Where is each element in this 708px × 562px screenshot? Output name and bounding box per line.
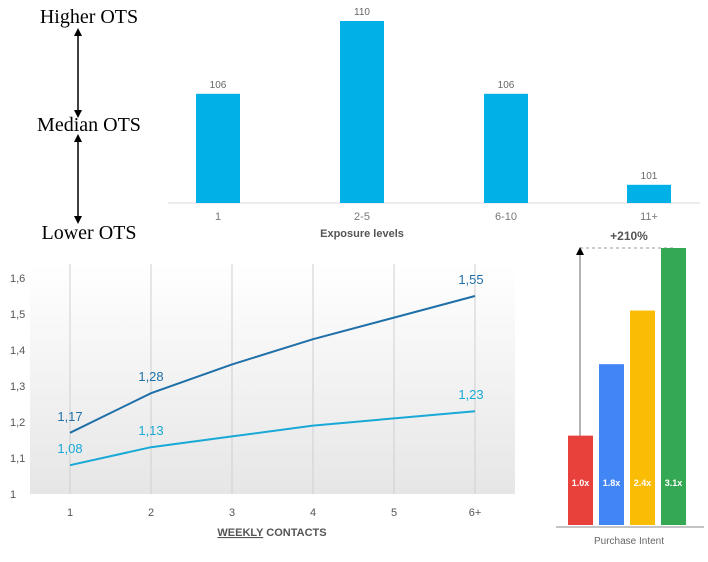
- median-ots-label: Median OTS: [37, 114, 141, 136]
- intent-bar-label: 1.8x: [603, 478, 621, 488]
- y-axis-ticks: 1 1,1 1,2 1,3 1,4 1,5 1,6: [10, 273, 25, 501]
- weekly-contacts-line-chart: 1 1,1 1,2 1,3 1,4 1,5 1,6 1 2 3 4 5 6+ 1,17 1,28 1,55…: [10, 264, 515, 539]
- x-tick-label: 4: [310, 507, 316, 519]
- series-line-2: [69, 410, 476, 467]
- x-tick-label: 2: [148, 507, 154, 519]
- lift-annotation: +210%: [610, 229, 648, 243]
- point-labels: 1,17 1,28 1,55 1,08 1,13 1,23: [57, 272, 483, 456]
- vertical-gridlines: [69, 264, 476, 494]
- x-tick-label: 5: [391, 507, 397, 519]
- y-tick-label: 1,3: [10, 381, 25, 393]
- axis-label-underlined-part: WEEKLY: [217, 527, 264, 539]
- y-tick-label: 1,6: [10, 273, 25, 285]
- series-line-1: [69, 295, 476, 434]
- intent-bar: [630, 310, 655, 525]
- point-label: 1,08: [57, 441, 82, 456]
- bar-value-label: 101: [641, 171, 658, 182]
- y-tick-label: 1: [10, 489, 16, 501]
- line-chart-plot-area: [30, 264, 515, 494]
- purchase-intent-axis-label: Purchase Intent: [594, 536, 664, 547]
- bar-value-label: 106: [498, 80, 515, 91]
- x-axis-ticks: 1 2 3 4 5 6+: [67, 507, 481, 519]
- intent-bar: [568, 435, 593, 525]
- y-tick-label: 1,2: [10, 417, 25, 429]
- bar-value-label: 106: [210, 80, 227, 91]
- bar: [484, 93, 528, 203]
- intent-bar-label: 2.4x: [634, 478, 652, 488]
- intent-bar: [599, 364, 624, 525]
- bar: [340, 21, 384, 203]
- bar-value-label: 110: [354, 7, 370, 18]
- x-tick-label: 1: [67, 507, 73, 519]
- x-tick-label: 6+: [469, 507, 482, 519]
- point-label: 1,13: [138, 423, 163, 438]
- x-tick-label: 3: [229, 507, 235, 519]
- x-tick-label: 6-10: [495, 211, 517, 223]
- exposure-axis-label: Exposure levels: [320, 228, 404, 240]
- y-tick-label: 1,1: [10, 453, 25, 465]
- lower-ots-label: Lower OTS: [42, 222, 137, 244]
- bar: [627, 184, 671, 203]
- intent-bar: [661, 248, 686, 525]
- intent-bar-label: 1.0x: [572, 478, 590, 488]
- ots-bar-chart: Higher OTS Median OTS Lower OTS 106 1 110 2…: [37, 6, 700, 244]
- x-tick-label: 11+: [640, 211, 658, 223]
- purchase-intent-chart: +210% 1.0x 1.8x 2.4x 3.1x Purchase Intent: [556, 229, 704, 547]
- point-label: 1,55: [458, 272, 483, 287]
- intent-bar-label: 3.1x: [665, 478, 683, 488]
- line-series: [69, 295, 476, 467]
- x-tick-label: 2-5: [354, 211, 370, 223]
- point-label: 1,17: [57, 409, 82, 424]
- y-tick-label: 1,5: [10, 309, 25, 321]
- x-tick-label: 1: [215, 211, 221, 223]
- point-label: 1,23: [458, 387, 483, 402]
- bar-series: 106 1 110 2-5 106 6-10 101 11+: [196, 7, 671, 223]
- higher-ots-label: Higher OTS: [40, 6, 138, 28]
- y-tick-label: 1,4: [10, 345, 25, 357]
- bar: [196, 93, 240, 203]
- point-label: 1,28: [138, 369, 163, 384]
- purchase-intent-bars: 1.0x 1.8x 2.4x 3.1x: [568, 248, 686, 525]
- weekly-contacts-axis-label: WEEKLY CONTACTS: [217, 527, 326, 539]
- axis-label-rest: CONTACTS: [263, 527, 326, 539]
